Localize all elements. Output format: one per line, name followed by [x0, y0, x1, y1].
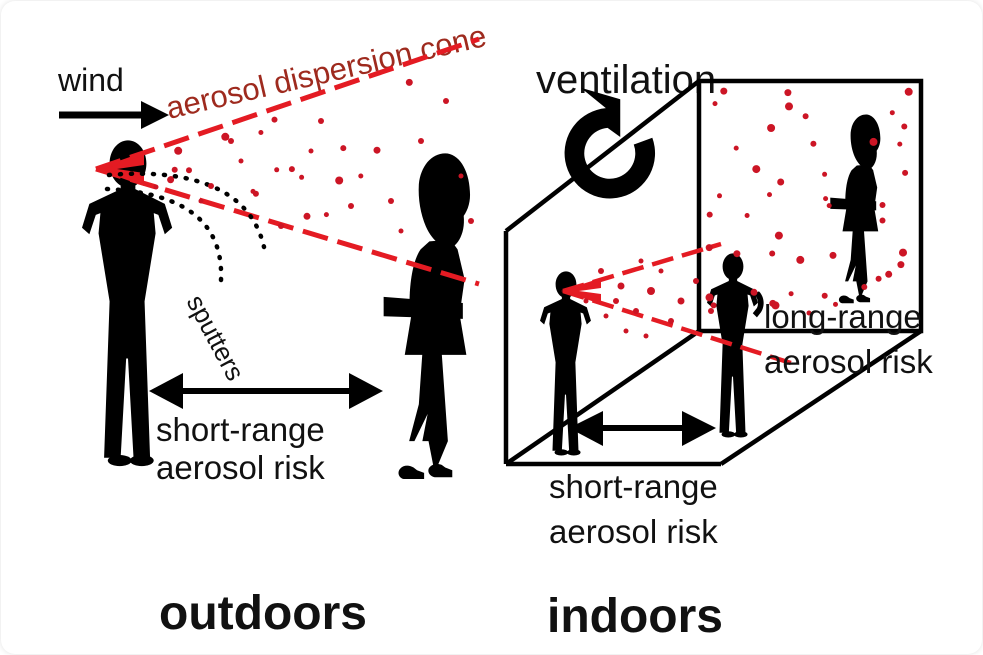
svg-text:aerosol risk: aerosol risk: [156, 449, 325, 486]
svg-text:short-range: short-range: [549, 468, 718, 505]
svg-text:outdoors: outdoors: [159, 587, 367, 640]
svg-text:wind: wind: [57, 62, 124, 98]
svg-text:long-range: long-range: [764, 298, 922, 335]
svg-text:short-range: short-range: [156, 411, 325, 448]
svg-text:indoors: indoors: [547, 590, 723, 643]
svg-text:aerosol risk: aerosol risk: [549, 513, 718, 550]
svg-text:ventilation: ventilation: [536, 58, 716, 102]
svg-text:aerosol dispersion cone: aerosol dispersion cone: [163, 18, 490, 126]
svg-text:aerosol risk: aerosol risk: [764, 343, 933, 380]
svg-text:sputters: sputters: [181, 290, 251, 386]
